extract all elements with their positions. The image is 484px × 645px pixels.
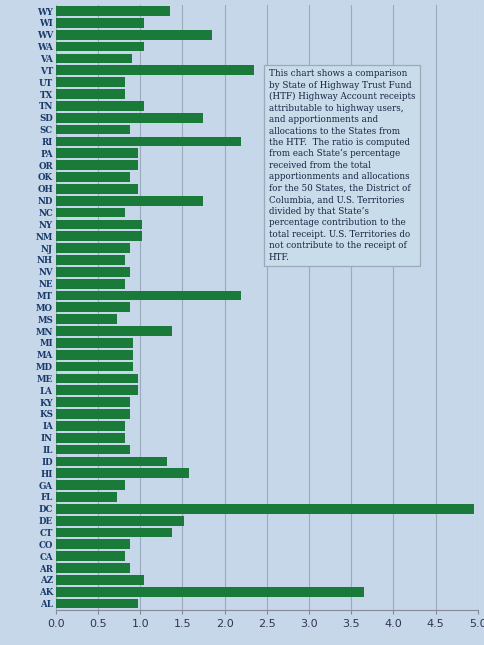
Bar [56, 18, 144, 28]
Bar [56, 101, 144, 111]
Bar [56, 563, 130, 573]
Bar [56, 279, 125, 288]
Bar [56, 539, 130, 549]
Bar [56, 160, 138, 170]
Bar [56, 148, 138, 158]
Bar [56, 172, 130, 182]
Bar [56, 255, 125, 265]
Bar [56, 89, 125, 99]
Bar [56, 291, 241, 301]
Bar [56, 54, 132, 63]
Bar [56, 492, 116, 502]
Bar [56, 184, 138, 194]
Bar [56, 338, 133, 348]
Bar [56, 516, 183, 526]
Bar [56, 208, 125, 217]
Bar [56, 444, 130, 455]
Bar [56, 77, 125, 87]
Bar [56, 528, 172, 537]
Bar [56, 267, 130, 277]
Bar [56, 303, 130, 312]
Bar [56, 457, 167, 466]
Bar [56, 219, 141, 229]
Bar [56, 481, 125, 490]
Bar [56, 243, 130, 253]
Bar [56, 232, 141, 241]
Bar [56, 421, 125, 431]
Bar [56, 30, 212, 39]
Bar [56, 468, 189, 478]
Bar [56, 587, 363, 597]
Bar [56, 6, 169, 16]
Bar [56, 196, 203, 206]
Bar [56, 314, 116, 324]
Bar [56, 409, 130, 419]
Bar [56, 42, 144, 52]
Bar [56, 599, 138, 608]
Bar [56, 433, 125, 442]
Text: This chart shows a comparison
by State of Highway Trust Fund
(HTF) Highway Accou: This chart shows a comparison by State o… [268, 69, 414, 261]
Bar [56, 373, 138, 383]
Bar [56, 575, 144, 585]
Bar [56, 551, 125, 561]
Bar [56, 386, 138, 395]
Bar [56, 124, 130, 134]
Bar [56, 113, 203, 123]
Bar [56, 397, 130, 407]
Bar [56, 350, 133, 360]
Bar [56, 504, 472, 513]
Bar [56, 66, 254, 75]
Bar [56, 137, 241, 146]
Bar [56, 362, 133, 372]
Bar [56, 326, 172, 336]
